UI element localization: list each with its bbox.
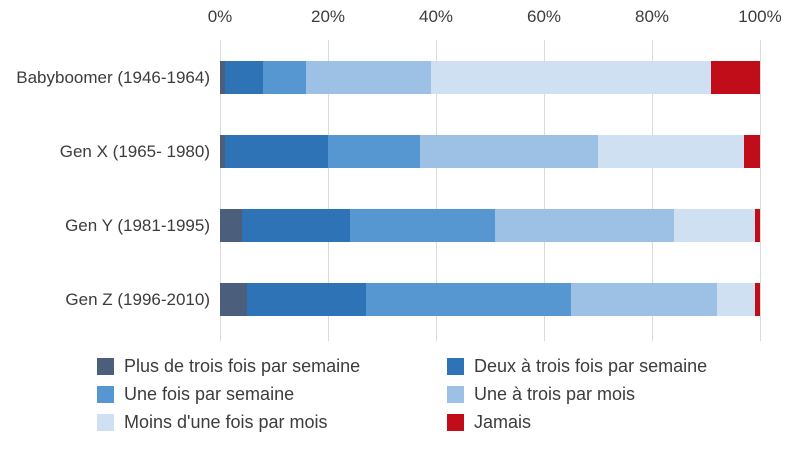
- legend-label: Une à trois par mois: [474, 384, 636, 404]
- bar-segment: [241, 209, 350, 242]
- bar-segment: [349, 209, 496, 242]
- x-axis-tick-label: 100%: [738, 7, 782, 26]
- bar-segment: [220, 283, 247, 316]
- legend-label: Plus de trois fois par semaine: [124, 356, 361, 376]
- legend-swatch: [97, 414, 114, 431]
- category-label: Gen Y (1981-1995): [65, 215, 210, 235]
- x-axis-tick-label: 20%: [310, 7, 346, 26]
- legend-label: Moins d'une fois par mois: [124, 412, 328, 432]
- category-label: Gen Z (1996-2010): [65, 289, 210, 309]
- bar-segment: [743, 135, 760, 168]
- bar-row: [220, 135, 760, 168]
- bar-segment: [247, 283, 366, 316]
- legend-item: Une à trois par mois: [447, 385, 707, 404]
- x-axis-tick-label: 40%: [418, 7, 454, 26]
- bar-segment: [754, 209, 760, 242]
- legend-item: Jamais: [447, 413, 707, 432]
- legend-swatch: [97, 358, 114, 375]
- bar-segment: [430, 61, 712, 94]
- legend-item: Deux à trois fois par semaine: [447, 357, 707, 376]
- bar-segment: [220, 61, 226, 94]
- legend-item: Moins d'une fois par mois: [97, 413, 447, 432]
- gridline: [651, 40, 653, 341]
- bar-segment: [419, 135, 598, 168]
- legend-swatch: [447, 386, 464, 403]
- legend-label: Deux à trois fois par semaine: [474, 356, 708, 376]
- bar-row: [220, 209, 760, 242]
- bar-segment: [220, 135, 226, 168]
- bar-segment: [711, 61, 760, 94]
- x-axis: 0% 20% 40% 60% 80% 100%: [208, 0, 782, 34]
- bar-segment: [327, 135, 420, 168]
- legend-swatch: [97, 386, 114, 403]
- bar-segment: [716, 283, 755, 316]
- legend-label: Jamais: [474, 412, 532, 432]
- category-label: Gen X (1965- 1980): [59, 141, 210, 161]
- category-label: Babyboomer (1946-1964): [16, 67, 210, 87]
- gridline: [759, 40, 761, 341]
- bar-segment: [673, 209, 755, 242]
- legend-swatch: [447, 358, 464, 375]
- bar-row: [220, 283, 760, 316]
- x-axis-tick-label: 0%: [207, 7, 233, 26]
- gridline: [543, 40, 545, 341]
- plot-area: [219, 40, 761, 341]
- x-axis-tick-label: 60%: [526, 7, 562, 26]
- bar-segment: [365, 283, 571, 316]
- gridline: [435, 40, 437, 341]
- bar-segment: [570, 283, 717, 316]
- bar-segment: [225, 135, 328, 168]
- bar-segment: [263, 61, 307, 94]
- gridline: [219, 40, 221, 341]
- legend: Plus de trois fois par semaine Deux à tro…: [97, 357, 707, 432]
- bar-row: [220, 61, 760, 94]
- bar-segment: [225, 61, 264, 94]
- bar-segment: [754, 283, 760, 316]
- bar-segment: [306, 61, 431, 94]
- legend-swatch: [447, 414, 464, 431]
- gridline: [327, 40, 329, 341]
- bar-segment: [495, 209, 674, 242]
- x-axis-tick-label: 80%: [634, 7, 670, 26]
- legend-item: Plus de trois fois par semaine: [97, 357, 447, 376]
- bar-segment: [220, 209, 242, 242]
- legend-label: Une fois par semaine: [124, 384, 295, 404]
- category-labels: Babyboomer (1946-1964) Gen X (1965- 1980)…: [0, 0, 210, 451]
- bar-segment: [597, 135, 744, 168]
- legend-item: Une fois par semaine: [97, 385, 447, 404]
